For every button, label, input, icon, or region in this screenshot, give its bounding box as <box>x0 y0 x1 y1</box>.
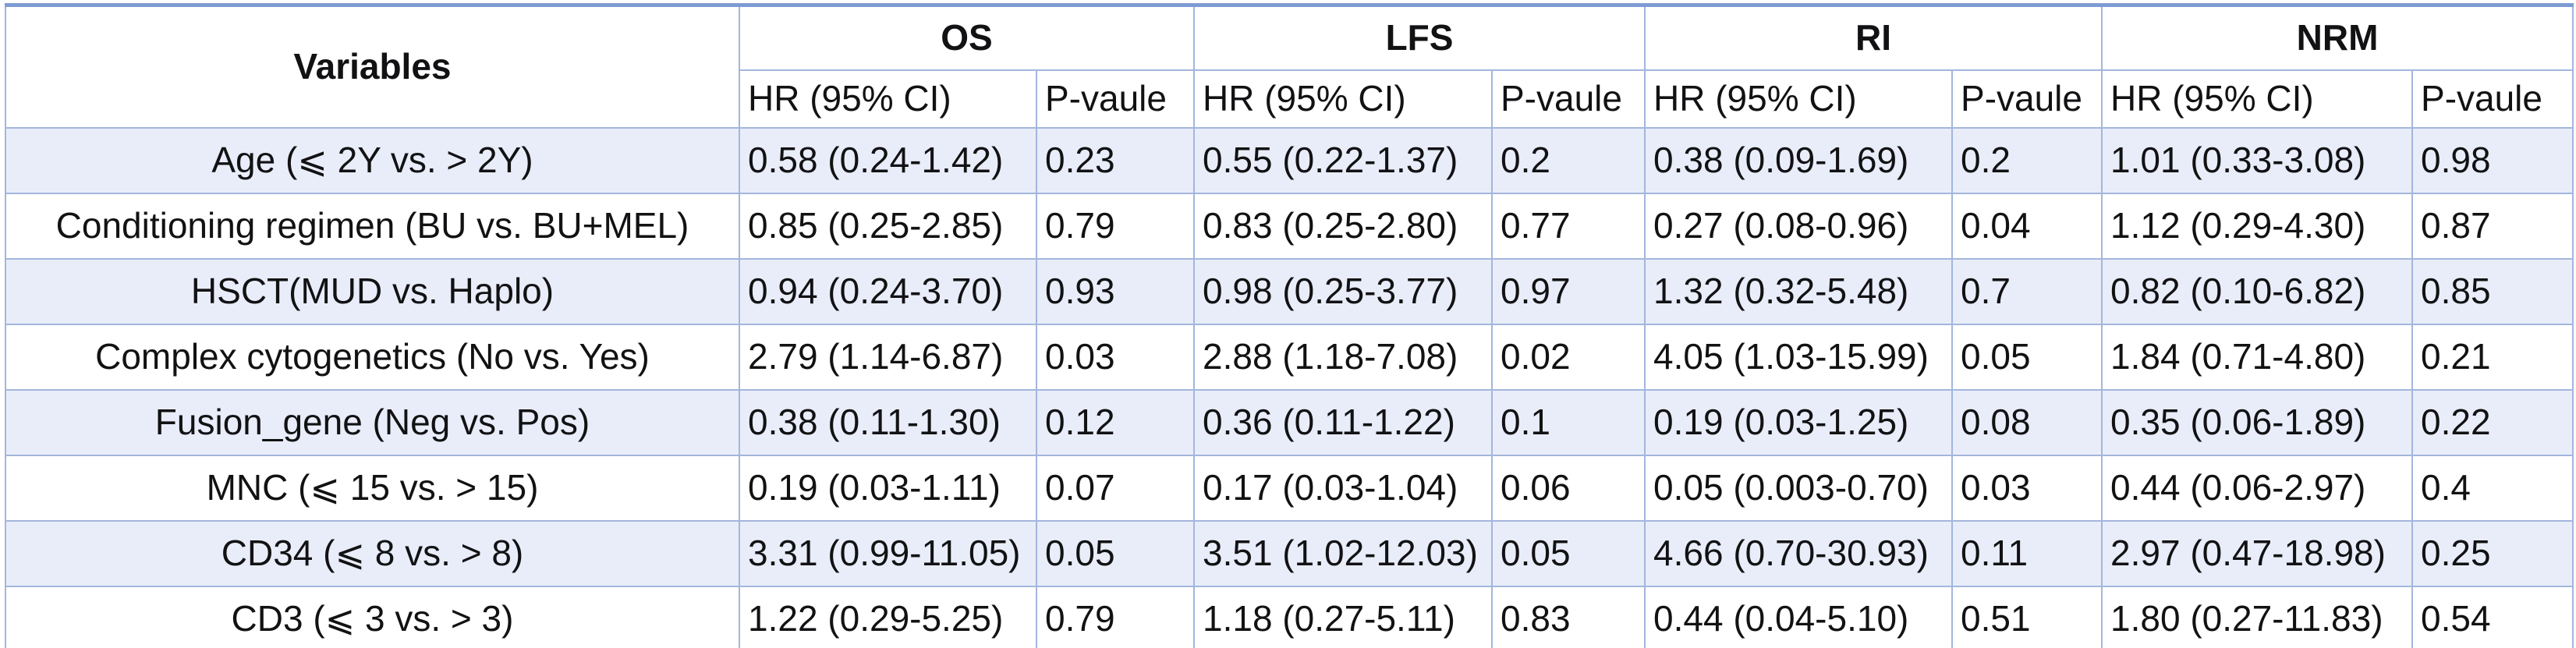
ri-p-value: 0.2 <box>1951 126 2103 194</box>
lfs-hr-header: HR (95% CI) <box>1193 69 1493 129</box>
lfs-p-header: P-vaule <box>1490 69 1646 129</box>
lfs-hr-value: 0.98 (0.25-3.77) <box>1193 257 1493 325</box>
sub-header-row: HR (95% CI) P-vaule HR (95% CI) P-vaule … <box>5 69 2574 129</box>
variable-label: MNC (⩽ 15 vs. > 15) <box>5 454 740 522</box>
nrm-hr-value: 1.12 (0.29-4.30) <box>2101 192 2414 260</box>
table-row-conditioning-regimen: Conditioning regimen (BU vs. BU+MEL) 0.8… <box>5 192 2574 260</box>
nrm-p-value: 0.25 <box>2411 519 2574 587</box>
lfs-p-value: 0.2 <box>1490 126 1646 194</box>
os-hr-value: 0.58 (0.24-1.42) <box>739 126 1037 194</box>
table-row-hsct: HSCT(MUD vs. Haplo) 0.94 (0.24-3.70) 0.9… <box>5 257 2574 325</box>
lfs-p-value: 0.05 <box>1490 519 1646 587</box>
os-p-value: 0.79 <box>1036 192 1195 260</box>
table-row-cd3: CD3 (⩽ 3 vs. > 3) 1.22 (0.29-5.25) 0.79 … <box>5 585 2574 648</box>
lfs-p-value: 0.02 <box>1490 323 1646 391</box>
ri-p-value: 0.03 <box>1951 454 2103 522</box>
lfs-p-value: 0.06 <box>1490 454 1646 522</box>
lfs-hr-value: 0.17 (0.03-1.04) <box>1193 454 1493 522</box>
group-header-lfs: LFS <box>1192 4 1646 71</box>
lfs-hr-value: 0.83 (0.25-2.80) <box>1193 192 1493 260</box>
nrm-p-value: 0.85 <box>2411 257 2574 325</box>
lfs-p-value: 0.97 <box>1490 257 1646 325</box>
table-row-cd34: CD34 (⩽ 8 vs. > 8) 3.31 (0.99-11.05) 0.0… <box>5 519 2574 587</box>
variable-label: Fusion_gene (Neg vs. Pos) <box>5 388 740 456</box>
ri-p-value: 0.05 <box>1951 323 2103 391</box>
nrm-hr-value: 0.82 (0.10-6.82) <box>2101 257 2414 325</box>
ri-hr-header: HR (95% CI) <box>1644 69 1954 129</box>
os-p-value: 0.79 <box>1036 585 1195 648</box>
os-hr-value: 0.94 (0.24-3.70) <box>739 257 1037 325</box>
nrm-p-value: 0.22 <box>2411 388 2574 456</box>
lfs-p-value: 0.77 <box>1490 192 1646 260</box>
group-header-ri: RI <box>1644 4 2103 71</box>
os-p-value: 0.93 <box>1036 257 1195 325</box>
variable-label: CD3 (⩽ 3 vs. > 3) <box>5 585 740 648</box>
ri-hr-value: 1.32 (0.32-5.48) <box>1644 257 1954 325</box>
os-p-value: 0.03 <box>1036 323 1195 391</box>
nrm-hr-value: 2.97 (0.47-18.98) <box>2101 519 2414 587</box>
ri-p-header: P-vaule <box>1951 69 2103 129</box>
nrm-p-value: 0.4 <box>2411 454 2574 522</box>
ri-p-value: 0.7 <box>1951 257 2103 325</box>
hazard-ratio-results-table: Variables OS LFS RI NRM HR (95% CI) P-va… <box>5 3 2574 648</box>
os-hr-value: 0.38 (0.11-1.30) <box>739 388 1037 456</box>
os-p-value: 0.05 <box>1036 519 1195 587</box>
os-p-header: P-vaule <box>1036 69 1195 129</box>
os-hr-value: 3.31 (0.99-11.05) <box>739 519 1037 587</box>
variable-label: CD34 (⩽ 8 vs. > 8) <box>5 519 740 587</box>
os-p-value: 0.12 <box>1036 388 1195 456</box>
nrm-hr-header: HR (95% CI) <box>2101 69 2414 129</box>
nrm-hr-value: 1.84 (0.71-4.80) <box>2101 323 2414 391</box>
lfs-hr-value: 1.18 (0.27-5.11) <box>1193 585 1493 648</box>
os-hr-value: 0.19 (0.03-1.11) <box>739 454 1037 522</box>
nrm-hr-value: 0.44 (0.06-2.97) <box>2101 454 2414 522</box>
variable-label: Age (⩽ 2Y vs. > 2Y) <box>5 126 740 194</box>
ri-p-value: 0.04 <box>1951 192 2103 260</box>
ri-hr-value: 0.38 (0.09-1.69) <box>1644 126 1954 194</box>
variable-label: Conditioning regimen (BU vs. BU+MEL) <box>5 192 740 260</box>
ri-hr-value: 4.66 (0.70-30.93) <box>1644 519 1954 587</box>
ri-p-value: 0.11 <box>1951 519 2103 587</box>
ri-hr-value: 4.05 (1.03-15.99) <box>1644 323 1954 391</box>
ri-p-value: 0.08 <box>1951 388 2103 456</box>
os-hr-header: HR (95% CI) <box>739 69 1037 129</box>
nrm-p-value: 0.21 <box>2411 323 2574 391</box>
ri-hr-value: 0.27 (0.08-0.96) <box>1644 192 1954 260</box>
ri-hr-value: 0.05 (0.003-0.70) <box>1644 454 1954 522</box>
ri-hr-value: 0.44 (0.04-5.10) <box>1644 585 1954 648</box>
nrm-hr-value: 1.01 (0.33-3.08) <box>2101 126 2414 194</box>
variable-label: HSCT(MUD vs. Haplo) <box>5 257 740 325</box>
table-row-complex-cytogenetics: Complex cytogenetics (No vs. Yes) 2.79 (… <box>5 323 2574 391</box>
table-row-fusion-gene: Fusion_gene (Neg vs. Pos) 0.38 (0.11-1.3… <box>5 388 2574 456</box>
os-hr-value: 2.79 (1.14-6.87) <box>739 323 1037 391</box>
os-p-value: 0.07 <box>1036 454 1195 522</box>
nrm-hr-value: 1.80 (0.27-11.83) <box>2101 585 2414 648</box>
nrm-p-value: 0.54 <box>2411 585 2574 648</box>
group-header-row: Variables OS LFS RI NRM <box>5 4 2574 129</box>
group-header-nrm: NRM <box>2101 4 2574 71</box>
nrm-p-value: 0.87 <box>2411 192 2574 260</box>
ri-hr-value: 0.19 (0.03-1.25) <box>1644 388 1954 456</box>
lfs-hr-value: 0.36 (0.11-1.22) <box>1193 388 1493 456</box>
lfs-hr-value: 0.55 (0.22-1.37) <box>1193 126 1493 194</box>
nrm-hr-value: 0.35 (0.06-1.89) <box>2101 388 2414 456</box>
os-hr-value: 0.85 (0.25-2.85) <box>739 192 1037 260</box>
lfs-hr-value: 2.88 (1.18-7.08) <box>1193 323 1493 391</box>
os-hr-value: 1.22 (0.29-5.25) <box>739 585 1037 648</box>
nrm-p-value: 0.98 <box>2411 126 2574 194</box>
table-row-age: Age (⩽ 2Y vs. > 2Y) 0.58 (0.24-1.42) 0.2… <box>5 126 2574 194</box>
nrm-p-header: P-vaule <box>2411 69 2574 129</box>
lfs-p-value: 0.83 <box>1490 585 1646 648</box>
os-p-value: 0.23 <box>1036 126 1195 194</box>
variable-label: Complex cytogenetics (No vs. Yes) <box>5 323 740 391</box>
group-header-os: OS <box>739 4 1195 71</box>
ri-p-value: 0.51 <box>1951 585 2103 648</box>
lfs-p-value: 0.1 <box>1490 388 1646 456</box>
lfs-hr-value: 3.51 (1.02-12.03) <box>1193 519 1493 587</box>
variables-column-header: Variables <box>5 4 740 129</box>
table-row-mnc: MNC (⩽ 15 vs. > 15) 0.19 (0.03-1.11) 0.0… <box>5 454 2574 522</box>
